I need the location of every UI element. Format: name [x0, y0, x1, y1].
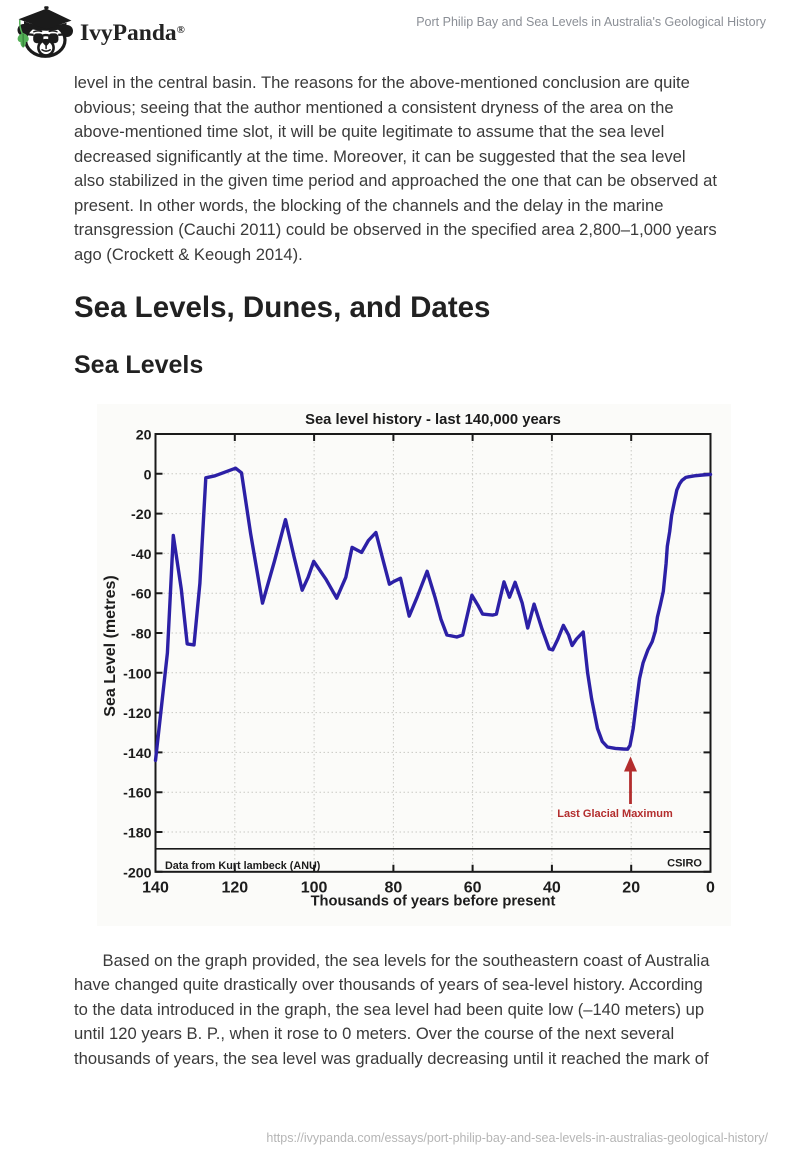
svg-text:-180: -180	[123, 826, 152, 842]
svg-text:-200: -200	[123, 865, 152, 881]
svg-text:-160: -160	[123, 786, 152, 802]
svg-text:120: 120	[221, 880, 248, 897]
svg-text:Last Glacial Maximum: Last Glacial Maximum	[557, 808, 673, 820]
svg-text:Data from Kurt lambeck (ANU): Data from Kurt lambeck (ANU)	[165, 860, 321, 872]
svg-text:40: 40	[543, 880, 561, 897]
svg-text:-140: -140	[123, 746, 152, 762]
svg-text:-80: -80	[131, 627, 152, 643]
svg-text:60: 60	[464, 880, 482, 897]
svg-text:100: 100	[301, 880, 328, 897]
svg-text:80: 80	[385, 880, 403, 897]
svg-text:-120: -120	[123, 706, 152, 722]
svg-text:-60: -60	[131, 587, 152, 603]
svg-text:140: 140	[142, 880, 169, 897]
svg-text:Sea level history - last 140,0: Sea level history - last 140,000 years	[305, 412, 561, 428]
svg-text:CSIRO: CSIRO	[667, 858, 702, 870]
svg-text:-20: -20	[131, 507, 152, 523]
svg-text:20: 20	[136, 428, 152, 444]
svg-text:Sea Level (metres): Sea Level (metres)	[102, 575, 119, 716]
svg-text:-100: -100	[123, 666, 152, 682]
svg-text:20: 20	[622, 880, 640, 897]
svg-text:Thousands of years before pres: Thousands of years before present	[311, 894, 556, 910]
svg-text:0: 0	[144, 467, 152, 483]
svg-text:-40: -40	[131, 547, 152, 563]
svg-text:0: 0	[706, 880, 715, 897]
